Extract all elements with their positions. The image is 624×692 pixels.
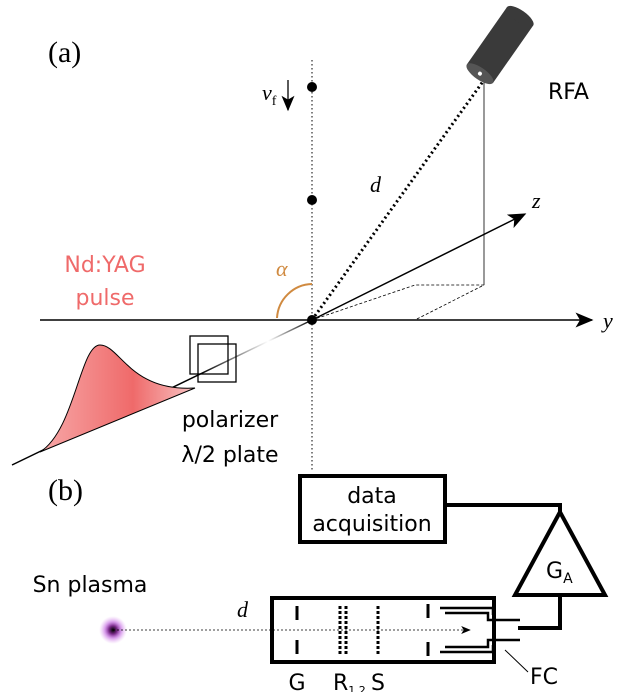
y-label: y xyxy=(601,308,613,333)
laser-label: Nd:YAG xyxy=(64,253,145,278)
panel-label: (b) xyxy=(48,474,83,507)
distance-label: d xyxy=(370,172,382,197)
leader xyxy=(505,650,528,672)
projection xyxy=(312,285,484,320)
panel-label: (a) xyxy=(48,36,81,69)
grid-label: G xyxy=(288,671,305,692)
angle-arc xyxy=(277,284,312,318)
daq-label: data xyxy=(347,484,397,509)
wire xyxy=(518,595,560,628)
z-label: z xyxy=(531,188,541,213)
rfa-detector xyxy=(463,2,536,88)
polarizer xyxy=(190,336,228,374)
source-label: Sn plasma xyxy=(33,573,148,598)
laser-pulse xyxy=(40,345,195,452)
grid-label: S xyxy=(371,671,385,692)
panel-a: (a) y z vf α d RFA Nd:YAG pulse polarize… xyxy=(12,2,613,472)
wire xyxy=(445,505,560,512)
amplifier-label: GA xyxy=(546,559,573,587)
waveplate xyxy=(198,344,236,382)
grid-label: R1,2 xyxy=(333,671,366,692)
faraday-cup xyxy=(440,608,520,652)
diagram: (a) y z vf α d RFA Nd:YAG pulse polarize… xyxy=(0,0,624,692)
cup-label: FC xyxy=(530,665,558,690)
droplet xyxy=(307,82,317,92)
droplet xyxy=(307,195,317,205)
z-axis xyxy=(312,214,525,320)
distance-label: d xyxy=(237,597,249,622)
panel-b: (b) data acquisition GA Sn plasma d FC G… xyxy=(33,474,605,692)
detection-line xyxy=(312,80,484,320)
optics-label: polarizer xyxy=(182,408,279,433)
rfa-label: RFA xyxy=(548,80,589,105)
daq-label: acquisition xyxy=(312,512,431,537)
laser-label: pulse xyxy=(75,286,134,311)
angle-label: α xyxy=(276,256,288,281)
optics-label: λ/2 plate xyxy=(181,443,278,468)
velocity-label: vf xyxy=(262,80,277,109)
